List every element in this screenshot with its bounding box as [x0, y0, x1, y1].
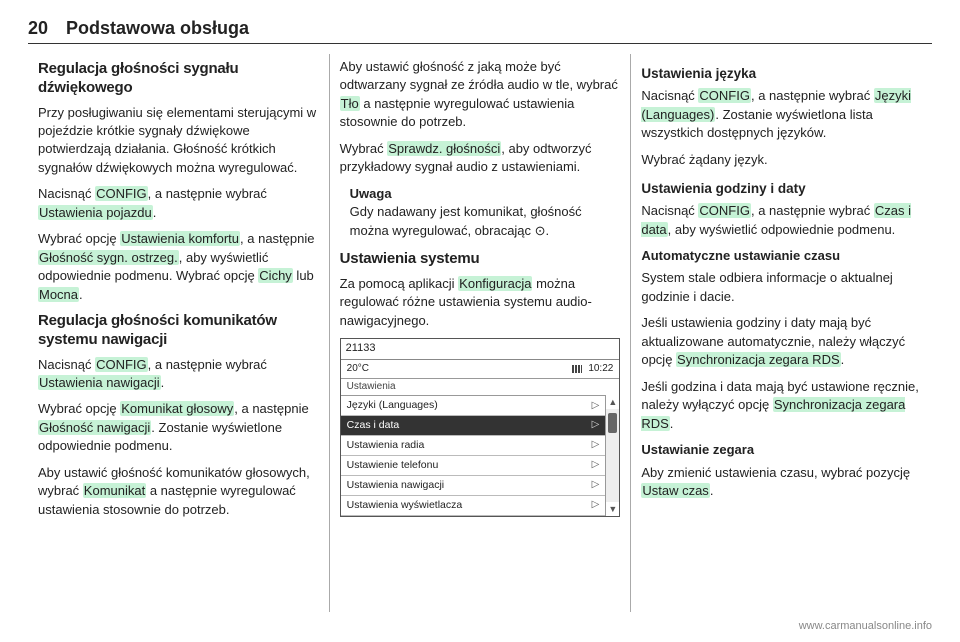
ui-label: CONFIG	[95, 186, 148, 201]
subheading-set-clock: Ustawianie zegara	[641, 441, 922, 459]
device-menu-item: Ustawienia radia ▷	[341, 436, 606, 456]
device-screenshot: 21133 20°C 10:22 Ustawienia Języki (Lang…	[340, 338, 621, 516]
chevron-right-icon: ▷	[592, 438, 600, 452]
device-content: Języki (Languages)▷Czas i data▷Ustawieni…	[341, 395, 620, 515]
ui-label: Konfiguracja	[458, 276, 532, 291]
footer-url: www.carmanualsonline.info	[799, 620, 932, 632]
ui-label: Głośność nawigacji	[38, 420, 151, 435]
ui-label: Komunikat	[83, 483, 146, 498]
device-menu-item-label: Ustawienia radia	[347, 438, 425, 453]
device-menu-item: Ustawienie telefonu ▷	[341, 456, 606, 476]
scroll-down-icon: ▼	[606, 502, 619, 516]
ui-label: Ustaw czas	[641, 483, 709, 498]
device-menu-title: Ustawienia	[341, 379, 620, 395]
ui-label: Komunikat głosowy	[120, 401, 234, 416]
device-menu-item: Czas i data ▷	[341, 416, 606, 436]
paragraph: Jeśli godzina i data mają być ustawione …	[641, 378, 922, 433]
device-menu-list: Języki (Languages)▷Czas i data▷Ustawieni…	[341, 395, 606, 515]
device-statusbar: 20°C 10:22	[341, 360, 620, 379]
ui-label: Ustawienia komfortu	[120, 231, 240, 246]
note-block: Uwaga Gdy nadawany jest komunikat, głośn…	[350, 185, 621, 240]
column-3: Ustawienia języka Nacisnąć CONFIG, a nas…	[630, 54, 932, 612]
ui-label: CONFIG	[698, 203, 751, 218]
column-1: Regulacja głośności sygnału dźwiękowego …	[28, 54, 329, 612]
column-2: Aby ustawić głośność z jaką może być odt…	[329, 54, 631, 612]
paragraph: Wybrać Sprawdz. głośności, aby odtworzyć…	[340, 140, 621, 177]
columns: Regulacja głośności sygnału dźwiękowego …	[28, 54, 932, 612]
heading-language: Ustawienia języka	[641, 64, 922, 83]
ui-label: Ustawienia nawigacji	[38, 375, 161, 390]
device-menu-item: Języki (Languages) ▷	[341, 396, 606, 416]
device-menu-item-label: Ustawienie telefonu	[347, 458, 439, 473]
note-text: Gdy nadawany jest komunikat, głośność mo…	[350, 203, 621, 240]
heading-time-date: Ustawienia godziny i daty	[641, 179, 922, 198]
device-menu-item-label: Ustawienia nawigacji	[347, 478, 444, 493]
ui-label: CONFIG	[698, 88, 751, 103]
device-time: 10:22	[588, 362, 613, 376]
ui-label: CONFIG	[95, 357, 148, 372]
paragraph: Nacisnąć CONFIG, a następnie wybrać Usta…	[38, 185, 319, 222]
signal-icon	[572, 365, 582, 373]
scroll-up-icon: ▲	[606, 395, 619, 409]
device-menu-item: Ustawienia wyświetlacza ▷	[341, 496, 606, 516]
paragraph: Za pomocą aplikacji Konfiguracja można r…	[340, 275, 621, 330]
page-title: Podstawowa obsługa	[66, 18, 249, 39]
device-menu-item: Ustawienia nawigacji ▷	[341, 476, 606, 496]
subheading-auto-time: Automatyczne ustawianie czasu	[641, 247, 922, 265]
ui-label: Cichy	[258, 268, 293, 283]
device-menu-item-label: Języki (Languages)	[347, 398, 438, 413]
scroll-thumb	[608, 413, 617, 433]
chevron-right-icon: ▷	[592, 498, 600, 512]
chevron-right-icon: ▷	[592, 399, 600, 413]
paragraph: Nacisnąć CONFIG, a następnie wybrać Języ…	[641, 87, 922, 142]
page-number: 20	[28, 18, 48, 39]
heading-nav-volume: Regulacja głośności komunikatów systemu …	[38, 312, 319, 350]
paragraph: System stale odbiera informacje o aktual…	[641, 269, 922, 306]
paragraph: Nacisnąć CONFIG, a następnie wybrać Usta…	[38, 356, 319, 393]
paragraph: Jeśli ustawienia godziny i daty mają być…	[641, 314, 922, 369]
ui-label: Tło	[340, 96, 360, 111]
device-menu-item-label: Czas i data	[347, 418, 400, 433]
scroll-track	[606, 409, 619, 501]
ui-label: Mocna	[38, 287, 79, 302]
device-menu-item-label: Ustawienia wyświetlacza	[347, 498, 463, 513]
paragraph: Aby ustawić głośność komunikatów głosowy…	[38, 464, 319, 519]
device-temperature: 20°C	[347, 362, 369, 376]
note-label: Uwaga	[350, 185, 621, 203]
paragraph: Wybrać żądany język.	[641, 151, 922, 169]
heading-signal-volume: Regulacja głośności sygnału dźwiękowego	[38, 60, 319, 98]
page-header: 20 Podstawowa obsługa	[28, 18, 932, 44]
device-scrollbar: ▲ ▼	[605, 395, 619, 515]
paragraph: Aby zmienić ustawienia czasu, wybrać poz…	[641, 464, 922, 501]
paragraph: Nacisnąć CONFIG, a następnie wybrać Czas…	[641, 202, 922, 239]
ui-label: Synchronizacja zegara RDS	[676, 352, 841, 367]
chevron-right-icon: ▷	[592, 478, 600, 492]
chevron-right-icon: ▷	[592, 418, 600, 432]
chevron-right-icon: ▷	[592, 458, 600, 472]
device-body: 20°C 10:22 Ustawienia Języki (Languages)…	[341, 360, 620, 516]
screenshot-id: 21133	[341, 339, 620, 360]
paragraph: Przy posługiwaniu się elementami sterują…	[38, 104, 319, 178]
heading-system-settings: Ustawienia systemu	[340, 250, 621, 269]
paragraph: Wybrać opcję Komunikat głosowy, a następ…	[38, 400, 319, 455]
manual-page: 20 Podstawowa obsługa Regulacja głośnośc…	[0, 0, 960, 642]
ui-label: Głośność sygn. ostrzeg.	[38, 250, 179, 265]
ui-label: Ustawienia pojazdu	[38, 205, 153, 220]
paragraph: Wybrać opcję Ustawienia komfortu, a nast…	[38, 230, 319, 304]
ui-label: Sprawdz. głośności	[387, 141, 501, 156]
paragraph: Aby ustawić głośność z jaką może być odt…	[340, 58, 621, 132]
